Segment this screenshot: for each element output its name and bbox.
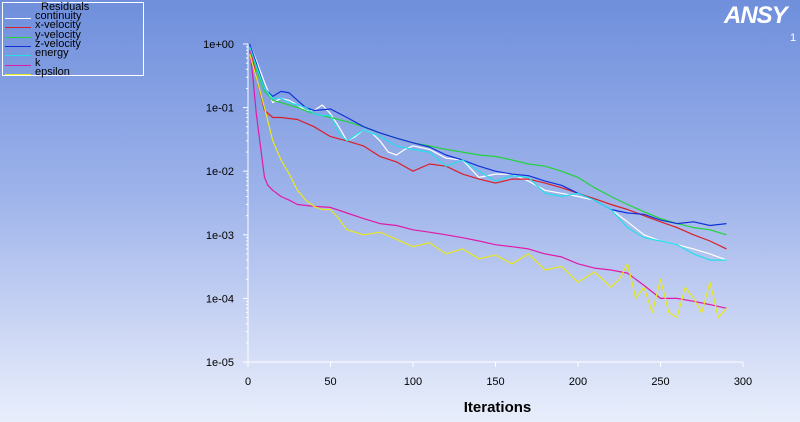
ansys-logo: ANSY (724, 2, 788, 29)
legend-label: continuity (35, 10, 82, 22)
legend-item-z-velocity: z-velocity (5, 37, 125, 51)
legend-swatch (5, 18, 31, 19)
x-tick-label: 200 (569, 376, 587, 388)
x-tick-label: 150 (486, 376, 504, 388)
x-tick-label: 300 (734, 376, 752, 388)
y-tick-label: 1e-05 (206, 357, 234, 369)
x-tick-label: 50 (324, 376, 336, 388)
series-line-y-velocity (249, 43, 727, 236)
x-tick-label: 250 (651, 376, 669, 388)
legend-swatch (5, 45, 31, 47)
legend-label: x-velocity (35, 19, 81, 32)
legend-item-x-velocity: x-velocity (5, 19, 125, 32)
legend-label: energy (35, 47, 69, 60)
legend: Residuals continuity x-velocity y-velocity… (2, 1, 144, 79)
x-tick-label: 100 (404, 376, 422, 388)
legend-item-continuity: continuity (5, 10, 125, 23)
legend-swatch (5, 64, 31, 66)
logo-version-text: 1 (790, 32, 797, 44)
x-tick-label: 0 (245, 376, 251, 388)
legend-swatch (5, 73, 31, 75)
legend-item-k: k (5, 56, 125, 70)
legend-label: y-velocity (35, 28, 81, 41)
y-tick-label: 1e+00 (203, 39, 234, 51)
series-line-energy (249, 46, 727, 261)
legend-item-y-velocity: y-velocity (5, 28, 125, 42)
legend-swatch (5, 27, 31, 29)
legend-item-epsilon: epsilon (5, 65, 125, 79)
legend-label: epsilon (35, 65, 70, 78)
series-line-epsilon (249, 53, 727, 319)
y-tick-label: 1e-03 (206, 230, 234, 242)
x-axis-title: Iterations (464, 399, 532, 416)
legend-label: z-velocity (35, 37, 81, 50)
series-line-continuity (249, 43, 727, 261)
series-line-z-velocity (249, 43, 727, 227)
y-tick-label: 1e-02 (206, 166, 234, 178)
legend-item-energy: energy (5, 47, 125, 60)
legend-swatch (5, 36, 31, 38)
legend-swatch (5, 55, 31, 57)
legend-label: k (35, 56, 41, 69)
series-line-k (249, 50, 727, 309)
legend-title: Residuals (41, 1, 90, 13)
y-tick-label: 1e-04 (206, 293, 234, 305)
y-tick-label: 1e-01 (206, 103, 234, 115)
